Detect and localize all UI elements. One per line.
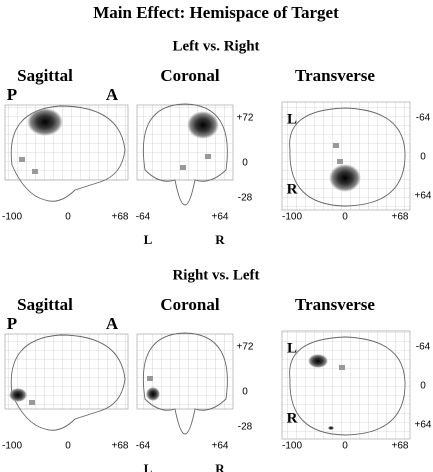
side-label: R <box>215 461 225 472</box>
tick-label: +64 <box>212 212 229 223</box>
activation-blob <box>328 426 334 430</box>
corner-label: L <box>287 340 297 356</box>
view-label: Sagittal <box>17 66 73 85</box>
activation-blob <box>9 388 27 402</box>
view-label: Coronal <box>160 66 219 85</box>
tick-label: 0 <box>342 212 348 223</box>
corner-label: A <box>106 85 119 104</box>
activation-blob <box>146 387 160 401</box>
corner-label: A <box>106 314 119 333</box>
activation-blob <box>329 164 361 192</box>
tick-label: 0 <box>65 441 71 452</box>
view-label: Transverse <box>295 66 375 85</box>
tick-label: +68 <box>392 212 409 223</box>
tick-label: 0 <box>242 387 248 398</box>
panel-title: Left vs. Right <box>172 38 259 54</box>
brain-outline <box>142 332 228 435</box>
corner-label: R <box>287 410 298 426</box>
tick-label: -100 <box>282 441 302 452</box>
activation-spot <box>32 169 38 174</box>
activation-spot <box>180 165 186 170</box>
activation-blob <box>308 354 328 368</box>
side-label: L <box>144 232 153 247</box>
tick-label: +72 <box>237 113 254 124</box>
activation-spot <box>205 154 211 159</box>
activation-spot <box>337 159 343 164</box>
view-label: Coronal <box>160 295 219 314</box>
tick-label: -64 <box>416 113 431 124</box>
tick-label: 0 <box>420 381 426 392</box>
view-label: Transverse <box>295 295 375 314</box>
activation-spot <box>29 400 35 405</box>
tick-label: -28 <box>238 193 253 204</box>
tick-label: -64 <box>136 441 151 452</box>
tick-label: +64 <box>415 420 432 431</box>
panel-title: Right vs. Left <box>172 267 259 283</box>
activation-blob <box>187 111 219 139</box>
tick-label: -64 <box>136 212 151 223</box>
side-label: L <box>144 461 153 472</box>
tick-label: +68 <box>112 212 129 223</box>
tick-label: 0 <box>242 158 248 169</box>
activation-blob <box>27 108 63 136</box>
tick-label: -100 <box>2 212 22 223</box>
tick-label: +68 <box>392 441 409 452</box>
tick-label: +68 <box>112 441 129 452</box>
tick-label: +72 <box>237 342 254 353</box>
grid-box <box>281 101 411 211</box>
grid-box <box>4 104 129 181</box>
brain-outline <box>10 334 126 431</box>
brain-outline <box>142 103 228 206</box>
activation-spot <box>147 376 153 381</box>
figure-title: Main Effect: Hemispace of Target <box>93 3 339 22</box>
tick-label: 0 <box>420 152 426 163</box>
activation-spot <box>333 143 339 148</box>
activation-spot <box>19 157 25 162</box>
corner-label: P <box>7 314 17 333</box>
corner-label: P <box>7 85 17 104</box>
corner-label: L <box>287 111 297 127</box>
tick-label: 0 <box>342 441 348 452</box>
tick-label: +64 <box>415 191 432 202</box>
tick-label: 0 <box>65 212 71 223</box>
side-label: R <box>215 232 225 247</box>
view-label: Sagittal <box>17 295 73 314</box>
brain-outline <box>289 107 406 207</box>
tick-label: -100 <box>282 212 302 223</box>
tick-label: -100 <box>2 441 22 452</box>
tick-label: +64 <box>212 441 229 452</box>
activation-spot <box>339 365 345 370</box>
corner-label: R <box>287 181 298 197</box>
grid-box <box>281 330 411 440</box>
tick-label: -28 <box>238 422 253 433</box>
brain-outline <box>289 336 406 436</box>
tick-label: -64 <box>416 342 431 353</box>
